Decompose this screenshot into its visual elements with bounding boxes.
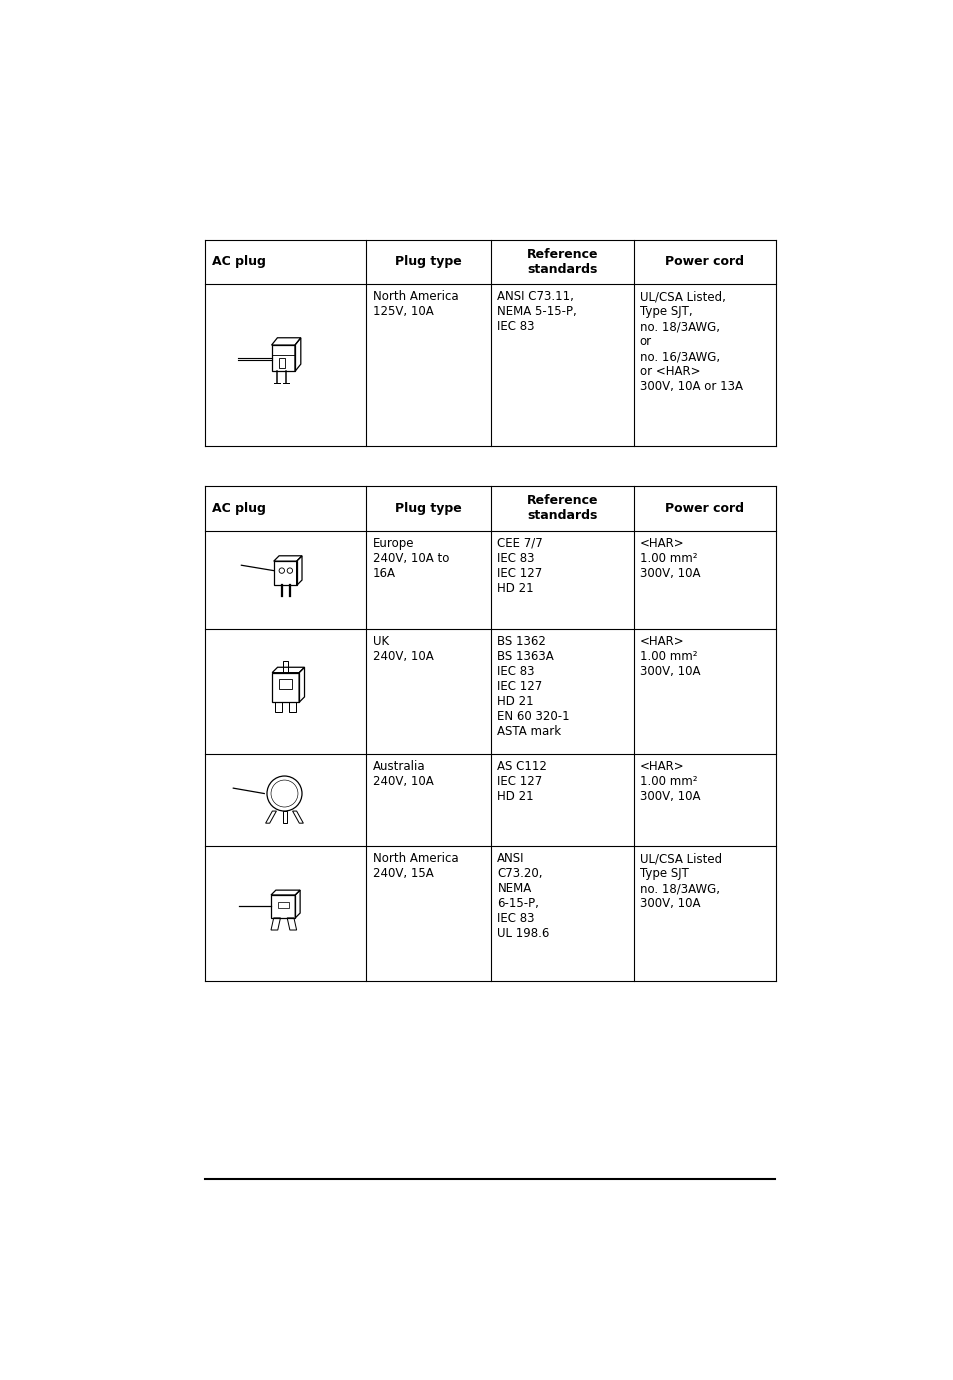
Text: Reference
standards: Reference standards xyxy=(526,248,598,276)
Text: UL/CSA Listed
Type SJT
no. 18/3AWG,
300V, 10A: UL/CSA Listed Type SJT no. 18/3AWG, 300V… xyxy=(639,853,721,911)
Text: UL/CSA Listed,
Type SJT,
no. 18/3AWG,
or
no. 16/3AWG,
or <HAR>
300V, 10A or 13A: UL/CSA Listed, Type SJT, no. 18/3AWG, or… xyxy=(639,290,742,393)
Text: ANSI C73.11,
NEMA 5-15-P,
IEC 83: ANSI C73.11, NEMA 5-15-P, IEC 83 xyxy=(497,290,577,334)
Text: ANSI
C73.20,
NEMA
6-15-P,
IEC 83
UL 198.6: ANSI C73.20, NEMA 6-15-P, IEC 83 UL 198.… xyxy=(497,853,549,940)
Text: AC plug: AC plug xyxy=(213,255,266,268)
Text: Power cord: Power cord xyxy=(664,502,743,515)
Text: Australia
240V, 10A: Australia 240V, 10A xyxy=(373,760,433,788)
Text: North America
125V, 10A: North America 125V, 10A xyxy=(373,290,457,319)
Text: Plug type: Plug type xyxy=(395,502,462,515)
Text: CEE 7/7
IEC 83
IEC 127
HD 21: CEE 7/7 IEC 83 IEC 127 HD 21 xyxy=(497,537,542,595)
Text: Europe
240V, 10A to
16A: Europe 240V, 10A to 16A xyxy=(373,537,449,580)
Text: Plug type: Plug type xyxy=(395,255,462,268)
Text: UK
240V, 10A: UK 240V, 10A xyxy=(373,635,433,664)
Text: <HAR>
1.00 mm²
300V, 10A: <HAR> 1.00 mm² 300V, 10A xyxy=(639,635,700,679)
Text: <HAR>
1.00 mm²
300V, 10A: <HAR> 1.00 mm² 300V, 10A xyxy=(639,760,700,803)
Text: North America
240V, 15A: North America 240V, 15A xyxy=(373,853,457,880)
Text: Reference
standards: Reference standards xyxy=(526,494,598,522)
Text: BS 1362
BS 1363A
IEC 83
IEC 127
HD 21
EN 60 320-1
ASTA mark: BS 1362 BS 1363A IEC 83 IEC 127 HD 21 EN… xyxy=(497,635,570,738)
Text: Power cord: Power cord xyxy=(664,255,743,268)
Text: AC plug: AC plug xyxy=(213,502,266,515)
Text: AS C112
IEC 127
HD 21: AS C112 IEC 127 HD 21 xyxy=(497,760,547,803)
Text: <HAR>
1.00 mm²
300V, 10A: <HAR> 1.00 mm² 300V, 10A xyxy=(639,537,700,580)
